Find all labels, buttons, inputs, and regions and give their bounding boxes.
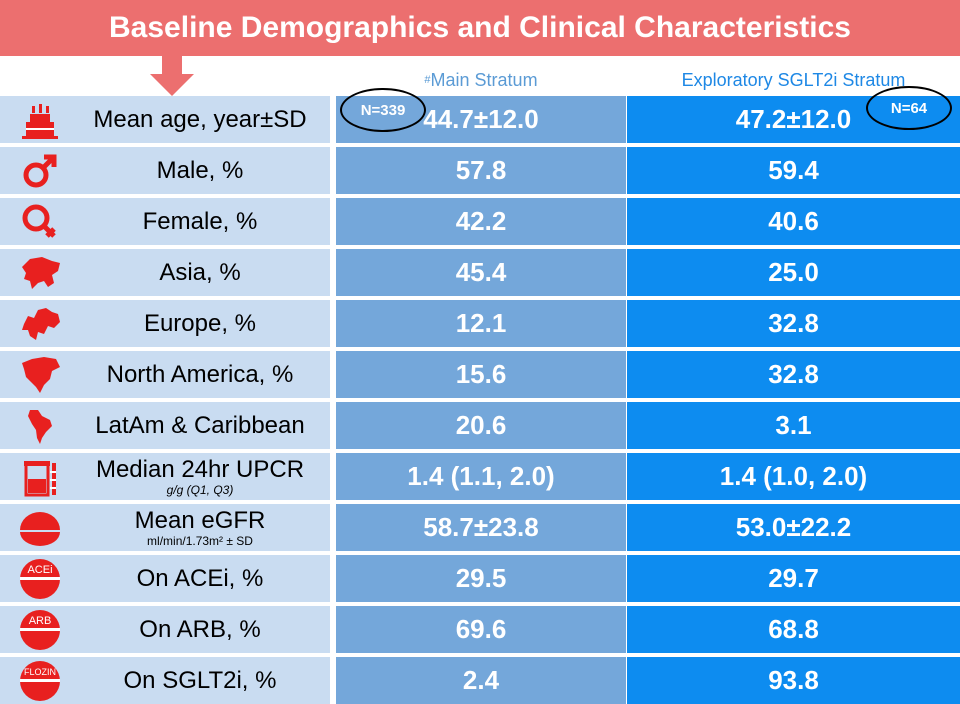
- table-row: ACEi On ACEi, % 29.5 29.7: [0, 555, 960, 602]
- exploratory-stratum-value: 68.8: [627, 606, 960, 653]
- exploratory-stratum-value: 1.4 (1.0, 2.0): [627, 453, 960, 500]
- row-label: On SGLT2i, %: [70, 657, 330, 704]
- column-header-exploratory: Exploratory SGLT2i Stratum: [627, 64, 960, 96]
- exploratory-stratum-value: 32.8: [627, 351, 960, 398]
- table-row: Mean eGFR ml/min/1.73m² ± SD 58.7±23.8 5…: [0, 504, 960, 551]
- main-stratum-value: 58.7±23.8: [336, 504, 626, 551]
- row-label: On ARB, %: [70, 606, 330, 653]
- row-label: Female, %: [70, 198, 330, 245]
- row-label-text: Median 24hr UPCR: [95, 455, 305, 483]
- row-label-cell: FLOZIN On SGLT2i, %: [0, 657, 330, 704]
- svg-text:ACEi: ACEi: [27, 564, 52, 576]
- table-row: Europe, % 12.1 32.8: [0, 300, 960, 347]
- row-label-cell: Mean age, year±SD: [0, 96, 330, 143]
- exploratory-stratum-value: 32.8: [627, 300, 960, 347]
- row-label: North America, %: [70, 351, 330, 398]
- row-label-cell: Asia, %: [0, 249, 330, 296]
- arb-pill-icon: ARB: [12, 610, 68, 650]
- column-header-exploratory-label: Exploratory SGLT2i Stratum: [681, 69, 906, 90]
- row-label: Mean age, year±SD: [70, 96, 330, 143]
- main-stratum-value: 29.5: [336, 555, 626, 602]
- n-badge-main: N=339: [340, 88, 426, 132]
- exploratory-stratum-value: 3.1: [627, 402, 960, 449]
- row-label-text: Mean age, year±SD: [93, 105, 307, 133]
- main-stratum-value: 42.2: [336, 198, 626, 245]
- arrow-down-icon: [150, 56, 194, 96]
- row-label: Asia, %: [70, 249, 330, 296]
- acei-pill-icon: ACEi: [12, 559, 68, 599]
- table-row: FLOZIN On SGLT2i, % 2.4 93.8: [0, 657, 960, 704]
- title-banner: Baseline Demographics and Clinical Chara…: [0, 0, 960, 56]
- row-label-cell: Median 24hr UPCR g/g (Q1, Q3): [0, 453, 330, 500]
- row-label-cell: Europe, %: [0, 300, 330, 347]
- page-title: Baseline Demographics and Clinical Chara…: [109, 11, 851, 44]
- exploratory-stratum-value: 29.7: [627, 555, 960, 602]
- row-label-text: Europe, %: [143, 309, 257, 337]
- row-label: Europe, %: [70, 300, 330, 347]
- row-label-cell: Male, %: [0, 147, 330, 194]
- svg-text:ARB: ARB: [29, 615, 52, 627]
- main-stratum-value: 12.1: [336, 300, 626, 347]
- table-row: Asia, % 45.4 25.0: [0, 249, 960, 296]
- row-label-cell: North America, %: [0, 351, 330, 398]
- main-stratum-value: 45.4: [336, 249, 626, 296]
- row-label-cell: ACEi On ACEi, %: [0, 555, 330, 602]
- table-row: ARB On ARB, % 69.6 68.8: [0, 606, 960, 653]
- main-stratum-value: 1.4 (1.1, 2.0): [336, 453, 626, 500]
- row-label-text: Female, %: [142, 207, 258, 235]
- exploratory-stratum-value: 40.6: [627, 198, 960, 245]
- row-label-text: LatAm & Caribbean: [95, 411, 305, 439]
- table-row: Mean age, year±SD 44.7±12.0 47.2±12.0: [0, 96, 960, 143]
- male-symbol-icon: [12, 151, 68, 191]
- exploratory-stratum-value: 59.4: [627, 147, 960, 194]
- n-badge-exploratory: N=64: [866, 86, 952, 130]
- table-row: Female, % 42.2 40.6: [0, 198, 960, 245]
- exploratory-stratum-value: 93.8: [627, 657, 960, 704]
- kidney-icon: [12, 508, 68, 548]
- row-label-text: Male, %: [156, 156, 244, 184]
- row-label-cell: Mean eGFR ml/min/1.73m² ± SD: [0, 504, 330, 551]
- row-label: Median 24hr UPCR g/g (Q1, Q3): [70, 453, 330, 500]
- row-label-text: Asia, %: [159, 258, 241, 286]
- urine-container-icon: [12, 457, 68, 497]
- row-label: Mean eGFR ml/min/1.73m² ± SD: [70, 504, 330, 551]
- asia-map-icon: [12, 253, 68, 293]
- table-row: Male, % 57.8 59.4: [0, 147, 960, 194]
- svg-text:FLOZIN: FLOZIN: [24, 667, 56, 677]
- main-stratum-value: 69.6: [336, 606, 626, 653]
- row-label-text: On ACEi, %: [136, 564, 264, 592]
- row-label-cell: LatAm & Caribbean: [0, 402, 330, 449]
- row-label-text: On SGLT2i, %: [123, 666, 277, 694]
- column-header-main: # Main Stratum: [336, 64, 626, 96]
- table-row: North America, % 15.6 32.8: [0, 351, 960, 398]
- row-label-subtext: ml/min/1.73m² ± SD: [147, 533, 253, 548]
- column-header-main-label: Main Stratum: [430, 69, 538, 90]
- exploratory-stratum-value: 53.0±22.2: [627, 504, 960, 551]
- main-stratum-value: 57.8: [336, 147, 626, 194]
- row-label-text: On ARB, %: [139, 615, 261, 643]
- row-label-text: North America, %: [106, 360, 294, 388]
- row-label-subtext: g/g (Q1, Q3): [166, 482, 234, 497]
- row-label-text: Mean eGFR: [134, 506, 266, 534]
- main-stratum-value: 20.6: [336, 402, 626, 449]
- row-label-cell: Female, %: [0, 198, 330, 245]
- latin-america-map-icon: [12, 406, 68, 446]
- row-label: On ACEi, %: [70, 555, 330, 602]
- footnote-mark: #: [424, 74, 431, 86]
- row-label-cell: ARB On ARB, %: [0, 606, 330, 653]
- table-row: Median 24hr UPCR g/g (Q1, Q3) 1.4 (1.1, …: [0, 453, 960, 500]
- exploratory-stratum-value: 25.0: [627, 249, 960, 296]
- main-stratum-value: 15.6: [336, 351, 626, 398]
- europe-map-icon: [12, 304, 68, 344]
- row-label: LatAm & Caribbean: [70, 402, 330, 449]
- flozin-pill-icon: FLOZIN: [12, 661, 68, 701]
- north-america-map-icon: [12, 355, 68, 395]
- row-label: Male, %: [70, 147, 330, 194]
- female-symbol-icon: [12, 202, 68, 242]
- main-stratum-value: 2.4: [336, 657, 626, 704]
- birthday-cake-icon: [12, 100, 68, 140]
- table-row: LatAm & Caribbean 20.6 3.1: [0, 402, 960, 449]
